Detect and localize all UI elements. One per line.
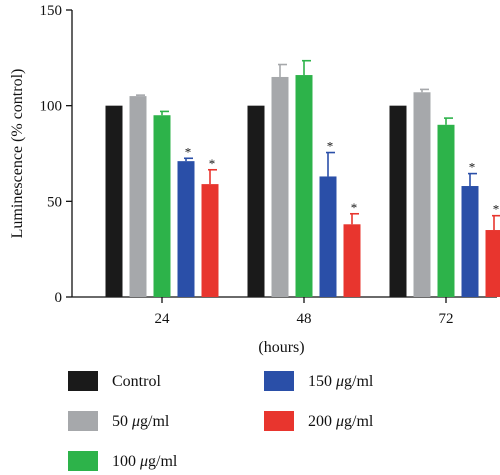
significance-marker: * xyxy=(327,139,334,154)
legend-swatch xyxy=(68,371,98,391)
legend-series-unit-rest: g/ml xyxy=(344,373,374,390)
significance-marker: * xyxy=(351,200,358,215)
plot-area: 0 50 100 150 Luminescence (% control) 24 * * 48 *… xyxy=(9,3,500,356)
legend-series-name: Control xyxy=(112,373,161,390)
bar xyxy=(485,230,500,297)
x-axis-label: (hours) xyxy=(258,339,304,356)
legend-series-unit: μ xyxy=(335,373,344,390)
legend-series-name: 200 xyxy=(308,413,336,430)
legend-series-unit: μ xyxy=(139,453,148,470)
y-tick-label: 100 xyxy=(40,99,63,115)
bar xyxy=(105,105,123,298)
legend-series-unit: μ xyxy=(131,413,140,430)
bar xyxy=(201,184,219,297)
legend-entry: Control xyxy=(112,373,161,390)
bar xyxy=(129,96,147,297)
legend-entry: 50 μg/ml xyxy=(112,413,170,430)
bar xyxy=(177,161,195,297)
x-tick-label: 72 xyxy=(439,311,454,327)
significance-marker: * xyxy=(209,156,216,171)
legend-series-name: 50 xyxy=(112,413,132,430)
legend-series-unit-rest: g/ml xyxy=(140,413,170,430)
x-tick-label: 24 xyxy=(155,311,171,327)
y-tick-label: 150 xyxy=(40,3,63,19)
bar xyxy=(413,92,431,297)
legend-series-unit-rest: g/ml xyxy=(148,453,178,470)
legend-swatch xyxy=(68,411,98,431)
legend-series-name: 150 xyxy=(308,373,336,390)
legend-series-unit: μ xyxy=(335,413,344,430)
significance-marker: * xyxy=(469,160,476,175)
y-tick-label: 0 xyxy=(55,290,63,306)
legend-swatch xyxy=(68,451,98,471)
significance-marker: * xyxy=(185,144,192,159)
bar xyxy=(319,176,337,297)
bar xyxy=(389,105,407,298)
bar xyxy=(295,75,313,297)
legend-entry: 150 μg/ml xyxy=(308,373,374,390)
bar xyxy=(153,115,171,297)
legend-entry: 200 μg/ml xyxy=(308,413,374,430)
legend-series-unit-rest: g/ml xyxy=(344,413,374,430)
bar xyxy=(343,224,361,297)
legend-swatch xyxy=(264,411,294,431)
significance-marker: * xyxy=(493,202,500,217)
legend-series-name: 100 xyxy=(112,453,140,470)
y-axis-label: Luminescence (% control) xyxy=(9,69,26,239)
bar xyxy=(437,124,455,297)
legend-swatch xyxy=(264,371,294,391)
bar xyxy=(247,105,265,298)
bar xyxy=(271,76,289,297)
y-tick-label: 50 xyxy=(47,194,62,210)
x-tick-label: 48 xyxy=(297,311,312,327)
legend-entry: 100 μg/ml xyxy=(112,453,178,470)
bar xyxy=(461,186,479,297)
